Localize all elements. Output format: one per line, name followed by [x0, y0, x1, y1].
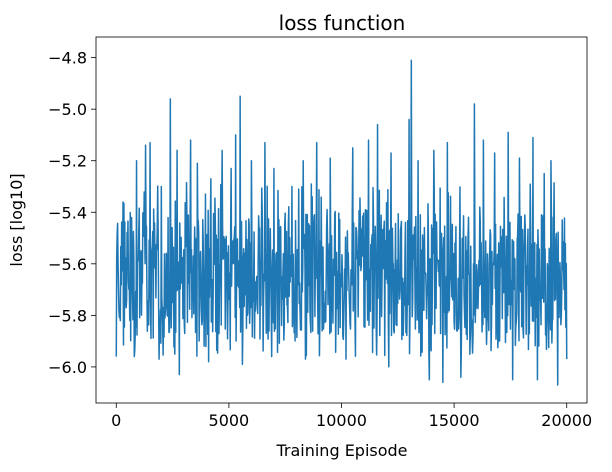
y-tick-label: −5.6 — [48, 255, 87, 274]
y-tick-label: −6.0 — [48, 358, 87, 377]
y-tick-label: −5.4 — [48, 203, 87, 222]
loss-series-line — [115, 59, 568, 386]
x-tick-label: 15000 — [429, 411, 480, 430]
x-tick-label: 5000 — [209, 411, 250, 430]
y-axis-label: loss [log10] — [7, 173, 26, 266]
x-tick-label: 20000 — [541, 411, 592, 430]
y-tick-label: −5.8 — [48, 306, 87, 325]
y-tick-label: −5.0 — [48, 100, 87, 119]
y-tick-label: −5.2 — [48, 152, 87, 171]
x-tick-label: 10000 — [316, 411, 367, 430]
y-tick-label: −4.8 — [48, 49, 87, 68]
ticks-layer: 0 5000 10000 15000 20000 −6.0 −5.8 −5.6 −5.4 −5.2… — [48, 49, 592, 430]
x-axis-label: Training Episode — [275, 441, 407, 460]
plot-frame — [95, 36, 588, 404]
x-tick-label: 0 — [111, 411, 121, 430]
series-layer — [115, 59, 568, 386]
chart-title: loss function — [279, 11, 406, 35]
